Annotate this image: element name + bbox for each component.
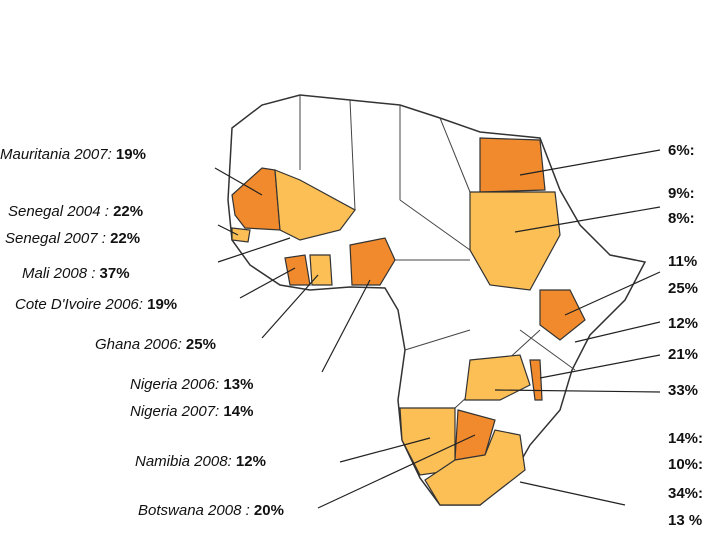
- label-value: 19%: [115, 146, 146, 163]
- senegal: [231, 227, 251, 243]
- right-label: 13 %: [668, 512, 703, 529]
- label-value: 13%: [223, 376, 254, 393]
- label-text: Namibia 2008:: [135, 453, 232, 470]
- mali: [274, 169, 356, 241]
- label-value: 22%: [113, 203, 144, 220]
- right-label: 33%: [668, 382, 699, 399]
- country-label: Senegal 2004 : 22%: [8, 203, 143, 220]
- right-label: 25%: [668, 280, 699, 297]
- right-label: 11%: [668, 253, 698, 270]
- country-label: Ghana 2006: 25%: [95, 336, 216, 353]
- label-value: 19%: [147, 296, 178, 313]
- right-label: 34%:: [668, 485, 704, 502]
- right-label: 21%: [668, 346, 699, 363]
- label-text: Nigeria 2007:: [130, 403, 220, 420]
- label-value: 25%: [185, 336, 216, 353]
- label-text: Mali 2008 :: [22, 265, 96, 282]
- cote-divoire: [284, 254, 311, 286]
- label-text: Senegal 2004 :: [8, 203, 109, 220]
- label-text: Mauritania 2007:: [0, 146, 112, 163]
- zambia: [464, 354, 531, 401]
- right-label: 9%:: [668, 185, 695, 202]
- country-label: Mauritania 2007: 19%: [0, 146, 146, 163]
- country-label: Nigeria 2006: 13%: [130, 376, 253, 393]
- right-label: 14%:: [668, 430, 704, 447]
- leader-lines: [214, 149, 661, 509]
- label-value: 37%: [99, 265, 130, 282]
- label-value: 12%: [235, 453, 266, 470]
- nigeria: [349, 237, 396, 286]
- label-text: Ghana 2006:: [95, 336, 182, 353]
- south-africa: [424, 429, 526, 506]
- right-label: 12%: [668, 315, 699, 332]
- label-text: Cote D'Ivoire 2006:: [15, 296, 143, 313]
- right-label: 10%:: [668, 456, 704, 473]
- kenya: [539, 289, 586, 341]
- label-text: Senegal 2007 :: [5, 230, 106, 247]
- sudan: [469, 191, 561, 291]
- label-value: 20%: [253, 502, 284, 519]
- country-label: Nigeria 2007: 14%: [130, 403, 253, 420]
- country-label: Botswana 2008 : 20%: [138, 502, 284, 519]
- label-text: Nigeria 2006:: [130, 376, 220, 393]
- country-label: Namibia 2008: 12%: [135, 453, 266, 470]
- country-label: Cote D'Ivoire 2006: 19%: [15, 296, 177, 313]
- country-label: Senegal 2007 : 22%: [5, 230, 140, 247]
- label-value: 22%: [110, 230, 141, 247]
- egypt: [479, 137, 546, 193]
- right-label: 6%:: [668, 142, 695, 159]
- country-label: Mali 2008 : 37%: [22, 265, 130, 282]
- label-value: 14%: [223, 403, 254, 420]
- right-label: 8%:: [668, 210, 695, 227]
- label-text: Botswana 2008 :: [138, 502, 250, 519]
